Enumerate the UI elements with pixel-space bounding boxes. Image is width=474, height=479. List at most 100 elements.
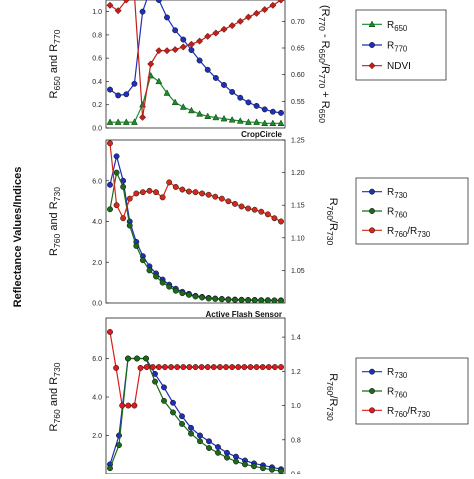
series-0-line — [109, 357, 282, 470]
series-2-point — [271, 215, 278, 222]
series-2-point — [251, 206, 258, 213]
series-2-point — [159, 194, 166, 201]
series-2-point — [146, 187, 153, 194]
left-axis-label: R760 and R730 — [48, 187, 62, 256]
legend-entry-label-part: NDVI — [387, 61, 411, 72]
series-2-point — [153, 189, 159, 196]
right-axis-label-part: + R — [319, 88, 331, 109]
series-2-point — [162, 364, 168, 371]
series-1-point — [224, 454, 230, 461]
series-1-point — [225, 296, 232, 303]
series-2-point — [278, 364, 284, 371]
series-0-point — [114, 118, 122, 125]
left-tick-label: 0.2 — [92, 102, 102, 109]
series-2-point — [107, 140, 113, 147]
legend-swatch-marker — [369, 42, 375, 48]
series-2-point — [229, 364, 236, 371]
series-0-point — [188, 106, 195, 114]
series-1-point — [261, 106, 268, 113]
series-2-point — [238, 203, 245, 210]
series-0-point — [179, 413, 185, 420]
series-0-point — [161, 384, 167, 391]
right-axis-label: R760/R730 — [325, 373, 339, 421]
series-1-point — [139, 257, 146, 264]
series-1-point — [139, 8, 146, 15]
series-1-point — [278, 109, 284, 116]
legend-swatch-marker — [368, 20, 376, 27]
legend-entry-label-part: R — [387, 387, 394, 398]
legend-entry-label: R760 — [387, 207, 408, 220]
series-2-point — [253, 364, 260, 371]
series-2-point — [264, 211, 271, 218]
series-2-point — [133, 190, 140, 197]
series-2-point — [198, 364, 205, 371]
series-2-point — [192, 364, 199, 371]
legend-entry-label-part: /R — [407, 226, 417, 237]
right-axis-label-part: /R — [319, 63, 331, 74]
series-0-point — [116, 432, 122, 439]
series-1-point — [180, 36, 187, 43]
series-1-point — [215, 449, 221, 456]
legend-entry-label-part: R — [387, 406, 394, 417]
series-0-point — [107, 181, 113, 188]
series-0-point — [113, 153, 120, 160]
series-2-point — [155, 364, 162, 371]
left-tick-label: 4.0 — [92, 395, 102, 402]
right-axis-label-part: 760 — [325, 206, 335, 221]
right-tick-label: 1.10 — [291, 235, 305, 242]
left-tick-label: 0.0 — [92, 301, 102, 308]
legend-entry-label-part: R — [387, 207, 394, 218]
series-1-point — [251, 463, 257, 470]
series-1-point — [153, 273, 159, 280]
series-1-point — [161, 397, 167, 404]
series-0-point — [179, 103, 187, 110]
panel-title: Active Flash Sensor — [206, 310, 282, 319]
legend-swatch-marker — [368, 62, 376, 70]
series-1-point — [278, 468, 284, 474]
series-0-point — [245, 118, 252, 125]
left-axis-label-part: and R — [48, 44, 60, 76]
legend-swatch-marker — [369, 368, 375, 375]
series-1-point — [133, 243, 140, 249]
series-2-point — [186, 364, 193, 371]
series-1-point — [179, 290, 186, 297]
series-1-point — [131, 80, 138, 87]
legend-entry-label-part: /R — [407, 406, 417, 417]
panel-title: CropCircle — [241, 130, 282, 139]
right-axis-label-part: R — [327, 373, 339, 381]
series-2-point — [185, 188, 192, 195]
series-1-point — [269, 108, 276, 115]
series-2-point — [126, 195, 133, 202]
legend-entry-label: R730 — [387, 367, 408, 380]
series-0-point — [196, 110, 203, 117]
series-2-point — [278, 218, 284, 225]
legend-entry-label-part: R — [387, 41, 394, 52]
left-axis-label-part: 730 — [52, 187, 62, 202]
series-2-point — [253, 9, 261, 17]
left-tick-label: 0.6 — [92, 56, 102, 63]
series-2-point — [241, 364, 248, 371]
series-2-point — [172, 183, 179, 190]
series-1-point — [278, 297, 284, 303]
legend-entry-label-part: R — [387, 367, 394, 378]
series-0-point — [253, 118, 260, 125]
series-1-point — [188, 47, 195, 53]
right-axis-label-part: /R — [327, 395, 339, 406]
series-2-point — [196, 37, 204, 45]
right-axis-label-part: (R — [319, 5, 331, 17]
series-2-point — [106, 1, 114, 9]
series-0-point — [206, 438, 212, 445]
series-1-point — [232, 296, 238, 303]
series-2-point — [204, 364, 211, 371]
series-2-point — [155, 47, 163, 55]
series-1-point — [143, 355, 149, 362]
series-2-point — [212, 193, 219, 200]
left-axis-label-part: R — [48, 248, 60, 256]
right-axis-label-part: 770 — [317, 74, 327, 89]
left-axis-label-part: R — [48, 91, 60, 99]
left-axis-label-part: 770 — [52, 29, 62, 44]
series-0-point — [188, 424, 194, 431]
plot-frame — [105, 317, 286, 475]
series-1-point — [212, 295, 219, 302]
